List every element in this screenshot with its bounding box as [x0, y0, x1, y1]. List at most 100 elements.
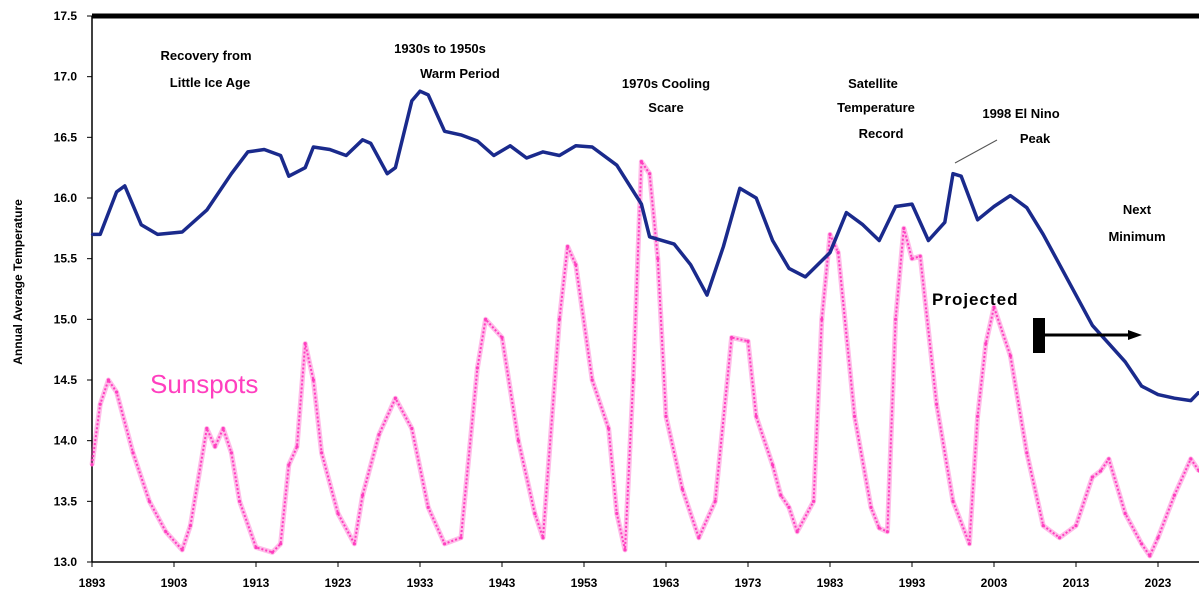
temperature-point: [960, 174, 963, 178]
sunspot-point: [270, 550, 274, 554]
sunspot-point: [516, 439, 521, 443]
annotation-warm-line-1: 1930s to 1950s: [394, 41, 486, 56]
temperature-point: [1107, 342, 1111, 345]
sunspot-point: [877, 526, 881, 530]
sunspot-point: [213, 445, 217, 449]
sunspot-point: [311, 378, 315, 382]
sunspot-point: [90, 463, 94, 467]
sunspot-point: [352, 542, 356, 546]
temperature-point: [525, 156, 528, 160]
temperature-point: [90, 233, 94, 236]
sunspot-point: [106, 378, 110, 382]
sunspot-point: [1099, 469, 1103, 473]
annotation-satellite-line-2: Temperature: [837, 100, 915, 115]
temperature-point: [304, 166, 307, 169]
sunspot-point: [1058, 536, 1062, 540]
sunspot-point: [836, 251, 840, 255]
temperature-point: [386, 172, 389, 175]
sunspot-point: [1090, 475, 1094, 479]
y-tick-label: 16.5: [54, 130, 78, 144]
sunspot-point: [951, 499, 955, 503]
temperature-point: [787, 267, 791, 270]
temperature-point: [771, 239, 774, 242]
temperature-point: [369, 142, 372, 145]
sunspot-point: [1123, 511, 1127, 516]
temperature-point: [230, 172, 233, 175]
x-tick-label: 1943: [489, 576, 516, 590]
x-tick-label: 1913: [243, 576, 270, 590]
sunspot-point: [795, 530, 799, 534]
sunspot-point: [361, 493, 365, 497]
sunspot-point: [894, 317, 898, 321]
temperature-point: [574, 144, 577, 148]
sunspot-point: [1008, 354, 1013, 358]
x-tick-label: 1973: [735, 576, 762, 590]
temperature-point: [492, 154, 495, 157]
sunspot-point: [188, 524, 192, 528]
temperature-point: [1189, 399, 1193, 402]
annotation-el-nino: 1998 El Nino Peak: [954, 106, 1060, 164]
sunspot-point: [533, 511, 537, 516]
sunspot-point: [557, 317, 562, 321]
sunspot-point: [664, 414, 668, 418]
temperature-point: [861, 223, 864, 226]
sunspot-point: [443, 542, 447, 546]
temperature-point: [418, 90, 422, 93]
temperature-point: [615, 164, 618, 167]
temperature-point: [910, 202, 914, 206]
sunspot-point: [229, 451, 233, 455]
sunspot-point: [910, 257, 914, 261]
y-tick-label: 15.5: [54, 252, 78, 266]
temperature-point: [738, 187, 741, 190]
x-tick-label: 1963: [653, 576, 680, 590]
temperature-point: [558, 154, 561, 157]
x-tick-label: 1923: [325, 576, 352, 590]
temperature-point: [1025, 206, 1029, 209]
temperature-point: [476, 139, 479, 143]
sunspot-point: [574, 263, 578, 267]
temperature-point: [279, 154, 282, 157]
sunspot-point: [279, 542, 283, 546]
annotation-elnino-line-1: 1998 El Nino: [982, 106, 1059, 121]
temperature-point: [115, 190, 118, 194]
sunspot-point: [254, 545, 258, 550]
sunspot-point: [615, 511, 619, 516]
temperature-point: [99, 233, 102, 236]
sunspot-point: [607, 426, 611, 431]
sunspot-point: [459, 536, 463, 540]
temperature-point: [1140, 384, 1143, 388]
temperature-point: [509, 144, 512, 148]
sunspot-point: [976, 414, 980, 418]
annotation-elnino-line-2: Peak: [1020, 131, 1051, 146]
temperature-point: [156, 233, 159, 236]
sunspot-point: [779, 493, 783, 497]
sunspot-point: [590, 378, 594, 382]
sunspot-point: [147, 499, 151, 503]
temperature-point: [968, 196, 971, 200]
temperature-point: [992, 205, 996, 208]
y-axis-label: Annual Average Temperature: [11, 199, 25, 365]
y-tick-label: 17.0: [54, 70, 78, 84]
sunspot-point: [1041, 524, 1045, 528]
annotation-recovery-line-2: Little Ice Age: [170, 75, 250, 90]
x-tick-label: 1903: [161, 576, 188, 590]
annotation-satellite-line-1: Satellite: [848, 76, 898, 91]
sunspot-point: [623, 548, 627, 552]
annotation-cooling-line-1: 1970s Cooling: [622, 76, 710, 91]
annotation-nextmin-line-1: Next: [1123, 202, 1152, 217]
sunspot-point: [1148, 554, 1152, 558]
sunspot-point: [885, 530, 890, 534]
y-tick-label: 17.5: [54, 9, 78, 23]
x-tick-label: 2023: [1145, 576, 1172, 590]
annotation-satellite-line-3: Record: [859, 126, 904, 141]
x-tick-label: 1893: [79, 576, 106, 590]
temperature-point: [541, 150, 545, 154]
sunspot-point: [287, 463, 291, 467]
temperature-point: [181, 230, 184, 234]
x-tick-label: 1993: [899, 576, 926, 590]
temperature-point: [345, 154, 348, 157]
sunspot-point: [1025, 451, 1029, 455]
sunspot-point: [902, 226, 906, 230]
temperature-point: [927, 239, 930, 242]
temperature-point: [640, 202, 643, 206]
